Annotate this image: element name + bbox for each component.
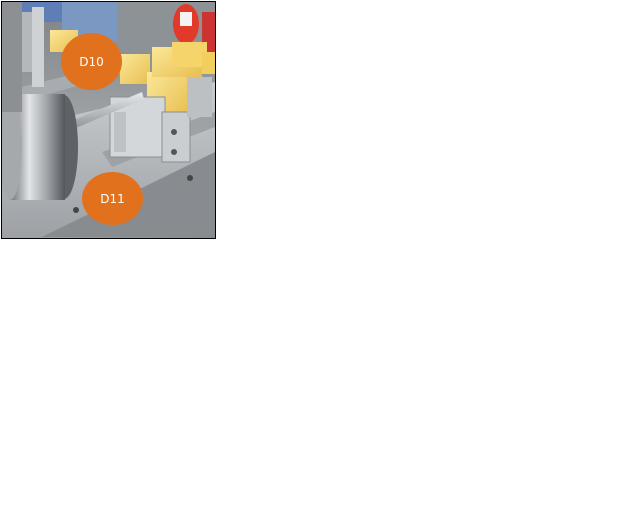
machine-photo-illustration <box>2 2 215 238</box>
callout-d11: D11 <box>82 172 143 225</box>
callout-d11-label: D11 <box>100 191 125 206</box>
callout-d10: D10 <box>61 33 122 90</box>
callout-d10-label: D10 <box>79 54 104 69</box>
machine-photo <box>1 1 216 239</box>
